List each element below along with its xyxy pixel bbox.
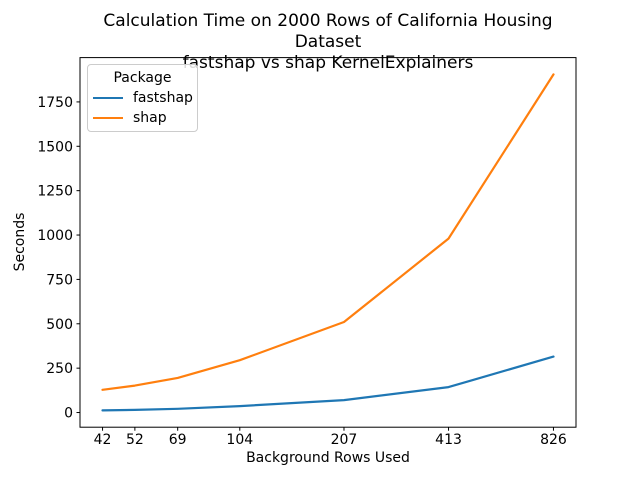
axes-frame bbox=[79, 57, 577, 428]
legend-title: Package bbox=[113, 70, 172, 86]
shap-line-swatch bbox=[93, 116, 123, 120]
y-tick-label: 250 bbox=[46, 361, 73, 377]
x-axis-label: Background Rows Used bbox=[246, 450, 410, 466]
y-tick-label: 500 bbox=[46, 317, 73, 333]
legend-item-shap: shap bbox=[88, 108, 197, 128]
y-tick-label: 1250 bbox=[37, 184, 73, 200]
y-axis-label: Seconds bbox=[12, 212, 28, 272]
y-tick-label: 1000 bbox=[37, 228, 73, 244]
y-tick-label: 750 bbox=[46, 272, 73, 288]
fastshap-line-swatch bbox=[93, 96, 123, 100]
x-tick-label: 413 bbox=[435, 432, 462, 448]
x-tick-label: 207 bbox=[331, 432, 358, 448]
x-tick-label: 52 bbox=[126, 432, 144, 448]
x-tick-label: 69 bbox=[169, 432, 187, 448]
x-tick-label: 42 bbox=[94, 432, 112, 448]
series-line-fastshap bbox=[101, 355, 555, 412]
x-tick-label: 104 bbox=[226, 432, 253, 448]
legend-item-fastshap: fastshap bbox=[88, 88, 197, 108]
legend: Package fastshap shap bbox=[87, 64, 198, 132]
y-tick-label: 1750 bbox=[37, 95, 73, 111]
chart-title-line-1: Calculation Time on 2000 Rows of Califor… bbox=[103, 11, 553, 52]
y-tick-label: 0 bbox=[64, 406, 73, 422]
legend-label-fastshap: fastshap bbox=[133, 90, 193, 106]
x-tick-label: 826 bbox=[540, 432, 567, 448]
y-tick-label: 1500 bbox=[37, 139, 73, 155]
series-line-shap bbox=[101, 73, 555, 391]
legend-label-shap: shap bbox=[133, 110, 167, 126]
